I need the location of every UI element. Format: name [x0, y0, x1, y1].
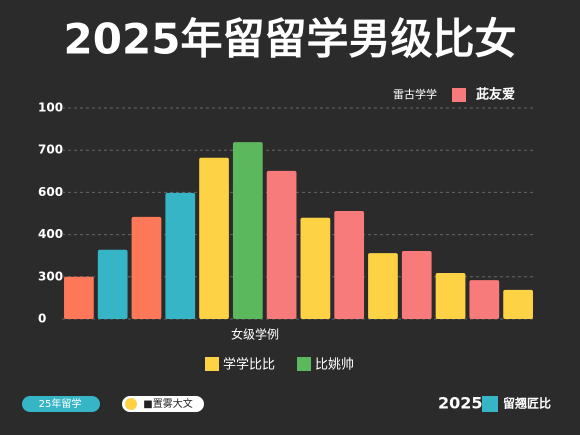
bar	[368, 253, 398, 319]
bar	[266, 170, 297, 319]
bar	[97, 249, 128, 319]
bar	[131, 216, 162, 319]
y-tick-label: 300	[38, 269, 63, 283]
pill-icon	[125, 398, 137, 410]
bar	[300, 217, 331, 319]
legend-swatch	[205, 357, 219, 371]
y-tick-label: 700	[38, 143, 63, 157]
brand-box	[482, 396, 498, 412]
pill	[22, 396, 100, 412]
pill-text: 25年留学	[39, 397, 82, 410]
bar	[469, 280, 500, 319]
bar	[435, 273, 466, 319]
bar	[503, 289, 533, 319]
brand-year: 2025	[438, 394, 483, 413]
bar	[165, 192, 196, 319]
legend-label: 茈友爱	[476, 87, 515, 103]
bar	[401, 251, 432, 319]
bar	[334, 210, 365, 319]
y-tick-label: 100	[38, 101, 63, 115]
bar	[232, 142, 263, 319]
legend-label: 雷古学学	[393, 87, 437, 101]
chart-title: 2025年留留学男级比女	[64, 15, 517, 64]
bar	[199, 157, 229, 319]
legend-swatch	[297, 357, 312, 371]
bar	[64, 276, 94, 319]
brand-text: 留翘匠比	[503, 396, 551, 411]
legend-swatch	[452, 88, 466, 102]
y-tick-label: 0	[38, 312, 46, 326]
legend-label: 学学比比	[223, 357, 275, 373]
legend-label: 比姚帅	[315, 358, 354, 373]
x-axis-label: 女级学例	[231, 327, 279, 342]
pill-text: ■置雾大文	[143, 397, 192, 410]
y-tick-label: 400	[38, 227, 63, 241]
pill	[122, 396, 204, 412]
y-tick-label: 600	[38, 185, 63, 199]
